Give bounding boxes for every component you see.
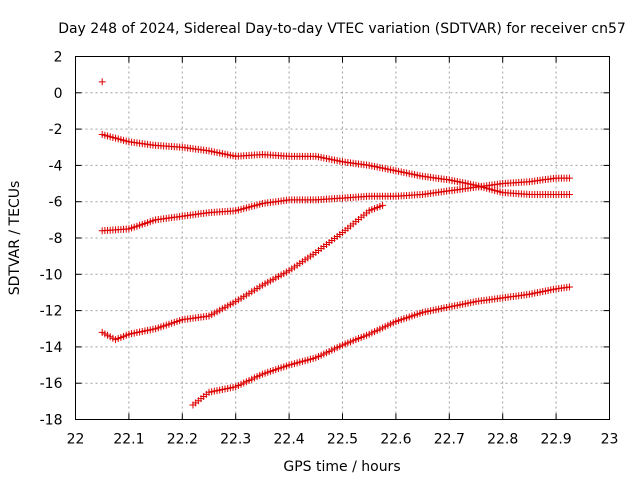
x-tick-label: 22.5 [327, 432, 358, 448]
data-point [565, 283, 573, 291]
x-tick-label: 22.4 [274, 432, 305, 448]
y-tick-label: -12 [40, 304, 63, 320]
y-tick-label: -18 [40, 413, 63, 429]
x-tick-label: 22.7 [434, 432, 465, 448]
data-point [565, 190, 573, 198]
y-tick-label: -8 [49, 231, 63, 247]
y-tick-label: 0 [54, 86, 63, 102]
chart-title: Day 248 of 2024, Sidereal Day-to-day VTE… [58, 21, 626, 37]
data-points [98, 78, 573, 409]
series-track-3 [98, 174, 573, 235]
y-axis-title: SDTVAR / TECUs [7, 181, 23, 296]
x-tick-label: 22.1 [113, 432, 144, 448]
x-tick-label: 22.8 [487, 432, 518, 448]
grid [75, 56, 610, 420]
y-tick-label: -14 [40, 340, 63, 356]
plot-frame [75, 56, 610, 420]
series-track-2 [98, 131, 573, 198]
data-point [98, 78, 106, 86]
x-tick-label: 22 [67, 432, 85, 448]
x-tick-label: 22.2 [167, 432, 198, 448]
y-tick-label: -16 [40, 376, 63, 392]
tick-labels: 22 22.1 22.2 22.3 22.4 22.5 22.6 22.7 22.8 22.9 23… [40, 50, 619, 448]
series-track-1 [98, 78, 106, 86]
data-point [379, 201, 387, 209]
data-point [565, 174, 573, 182]
y-tick-label: -6 [49, 195, 63, 211]
x-axis-title: GPS time / hours [283, 459, 400, 475]
y-tick-label: -10 [40, 267, 63, 283]
y-tick-label: -2 [49, 122, 63, 138]
x-tick-label: 22.9 [541, 432, 572, 448]
x-tick-label: 23 [601, 432, 619, 448]
series-track-5 [189, 283, 573, 409]
y-tick-label: -4 [49, 158, 63, 174]
x-tick-label: 22.6 [380, 432, 411, 448]
series-track-4 [98, 201, 387, 344]
x-tick-label: 22.3 [220, 432, 251, 448]
y-tick-label: 2 [54, 50, 63, 66]
